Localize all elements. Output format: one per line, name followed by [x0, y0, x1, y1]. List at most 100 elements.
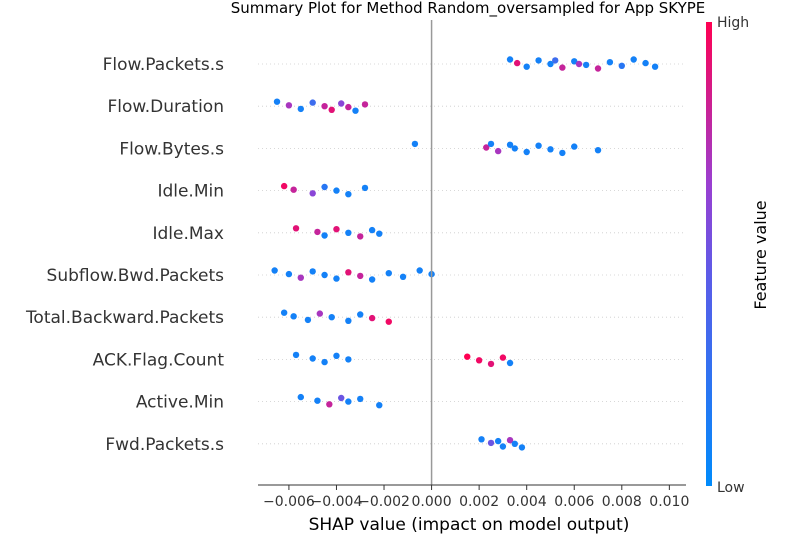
- shap-point: [309, 355, 316, 362]
- shap-point: [361, 101, 369, 108]
- colorbar-low-label: Low: [717, 480, 745, 496]
- shap-point: [523, 63, 530, 70]
- feature-label: Fwd.Packets.s: [105, 435, 224, 455]
- shap-point: [368, 314, 376, 322]
- shap-point: [321, 183, 328, 191]
- shap-point: [571, 58, 578, 65]
- shap-point: [511, 440, 518, 447]
- shap-point: [357, 272, 364, 280]
- shap-point: [368, 226, 376, 234]
- shap-point: [547, 60, 554, 68]
- shap-point: [321, 271, 328, 279]
- shap-point: [333, 352, 340, 359]
- colorbar: [706, 22, 712, 486]
- colorbar-title: Feature value: [751, 200, 770, 309]
- shap-point: [357, 311, 364, 318]
- shap-point: [416, 267, 423, 274]
- shap-point: [575, 60, 583, 68]
- shap-point: [333, 187, 340, 194]
- shap-point: [487, 439, 495, 447]
- shap-point: [478, 436, 485, 443]
- feature-label: Total.Backward.Packets: [25, 308, 224, 328]
- shap-point: [297, 393, 304, 401]
- shap-point: [290, 186, 297, 193]
- shap-point: [297, 274, 304, 281]
- shap-point: [309, 190, 316, 197]
- shap-point: [487, 140, 495, 148]
- shap-point: [571, 143, 578, 150]
- shap-point: [513, 59, 521, 67]
- x-tick-label: −0.002: [358, 494, 410, 510]
- shap-point: [499, 443, 507, 450]
- shap-point: [651, 63, 659, 70]
- x-tick-label: 0.000: [412, 494, 452, 510]
- x-axis-label: SHAP value (impact on model output): [309, 515, 630, 535]
- shap-point: [280, 309, 288, 316]
- shap-point: [285, 270, 293, 278]
- shap-point: [523, 148, 530, 156]
- x-tick-label: −0.004: [311, 494, 363, 510]
- shap-point: [333, 226, 340, 233]
- shap-point: [345, 191, 352, 198]
- shap-point: [552, 57, 559, 64]
- feature-label: Idle.Max: [152, 224, 224, 244]
- x-tick-label: −0.006: [263, 494, 315, 510]
- shap-point: [314, 397, 321, 404]
- shap-point: [464, 353, 471, 360]
- shap-point: [304, 316, 312, 324]
- shap-point: [399, 273, 407, 280]
- x-tick-label: 0.008: [602, 494, 642, 510]
- shap-point: [511, 145, 518, 152]
- shap-point: [357, 233, 364, 240]
- feature-label: Subflow.Bwd.Packets: [47, 266, 225, 286]
- feature-label: ACK.Flag.Count: [93, 350, 225, 370]
- shap-point: [475, 357, 483, 364]
- shap-point: [345, 229, 352, 236]
- shap-point: [594, 65, 602, 72]
- shap-point: [345, 103, 352, 111]
- shap-point: [352, 107, 359, 114]
- chart-title: Summary Plot for Method Random_oversampl…: [231, 0, 706, 18]
- x-axis-ticks: −0.006−0.004−0.002 0.000 0.002 0.004 0.006 0.…: [263, 485, 689, 510]
- x-tick-label: 0.006: [554, 494, 594, 510]
- shap-point: [618, 62, 625, 69]
- shap-point: [314, 228, 321, 236]
- shap-point: [285, 102, 293, 109]
- feature-label: Flow.Packets.s: [103, 55, 225, 75]
- shap-point: [321, 232, 328, 239]
- shap-point: [376, 402, 383, 409]
- shap-point: [506, 437, 514, 444]
- shap-point: [368, 276, 376, 283]
- shap-point: [606, 59, 614, 66]
- feature-label: Active.Min: [136, 393, 224, 413]
- x-tick-label: 0.002: [459, 494, 499, 510]
- feature-label: Flow.Bytes.s: [119, 139, 224, 159]
- shap-point: [518, 444, 526, 451]
- shap-point: [547, 146, 554, 153]
- shap-point: [535, 142, 542, 149]
- shap-point: [297, 105, 304, 113]
- shap-point: [376, 230, 383, 237]
- shap-point: [328, 106, 335, 114]
- shap-point: [506, 141, 514, 148]
- x-tick-label: 0.010: [649, 494, 689, 510]
- shap-point: [483, 144, 490, 151]
- shap-point: [559, 64, 566, 71]
- shap-point: [290, 313, 297, 320]
- shap-point: [273, 98, 281, 105]
- shap-point: [292, 225, 300, 232]
- shap-point: [309, 99, 316, 106]
- shap-point: [506, 56, 514, 63]
- shap-point: [385, 318, 392, 325]
- shap-point: [357, 395, 364, 403]
- shap-point: [494, 437, 502, 445]
- shap-point: [385, 270, 392, 277]
- shap-point: [582, 61, 590, 69]
- shap-point: [271, 267, 278, 274]
- shap-point: [328, 314, 335, 321]
- shap-point: [499, 354, 507, 361]
- shap-point: [630, 56, 637, 63]
- shap-point: [494, 147, 502, 155]
- shap-point: [535, 57, 542, 64]
